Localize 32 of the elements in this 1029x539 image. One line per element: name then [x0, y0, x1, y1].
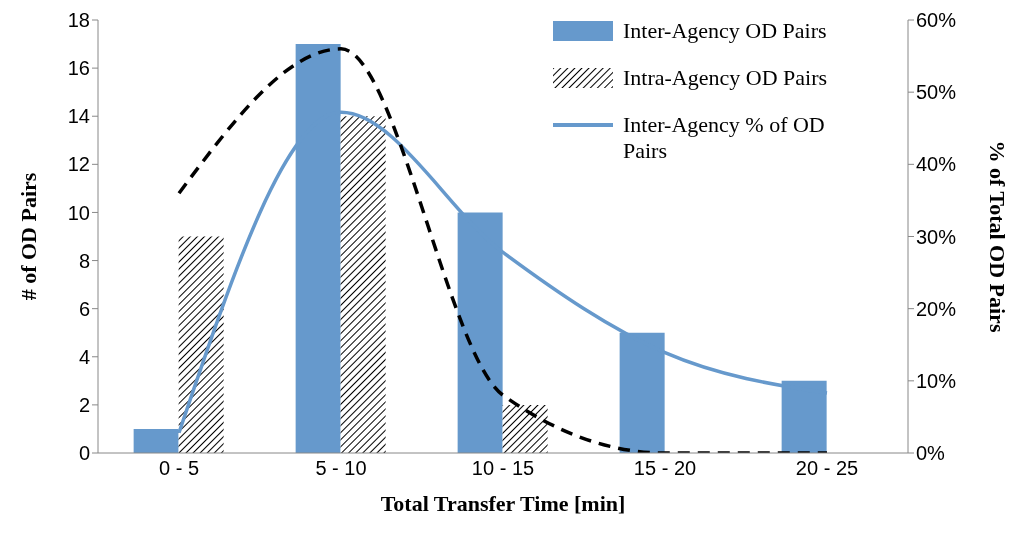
y-tick-label: 10 [67, 201, 90, 224]
y2-tick-label: 10% [916, 369, 957, 392]
bar [340, 116, 386, 453]
legend-label: Inter-Agency OD Pairs [623, 18, 827, 44]
x-tick-label: 5 - 10 [315, 457, 367, 480]
legend-label: Inter-Agency % of OD Pairs [623, 112, 826, 164]
x-tick-label: 15 - 20 [633, 457, 697, 480]
y2-axis-title: % of Total OD Pairs [985, 140, 1011, 333]
y-tick-label: 2 [78, 393, 90, 416]
legend-label: Intra-Agency OD Pairs [623, 65, 828, 91]
y-tick-label: 6 [78, 297, 90, 320]
x-tick-label: 10 - 15 [471, 457, 535, 480]
y-tick-label: 18 [67, 9, 90, 32]
y-axis-title: # of OD Pairs [15, 172, 41, 301]
y-tick-label: 14 [67, 105, 90, 128]
y2-tick-label: 40% [916, 153, 957, 176]
x-tick-label: 0 - 5 [158, 457, 200, 480]
y-tick-label: 16 [67, 57, 90, 80]
line-series [177, 47, 829, 453]
y2-tick-label: 50% [916, 81, 957, 104]
y-tick-label: 4 [78, 345, 90, 368]
y2-tick-label: 60% [916, 9, 957, 32]
x-axis-title: Total Transfer Time [min] [380, 491, 626, 516]
y-tick-label: 12 [67, 153, 90, 176]
y-tick-label: 0 [78, 442, 90, 465]
x-tick-label: 20 - 25 [795, 457, 859, 480]
y2-tick-label: 0% [916, 442, 946, 465]
bar [502, 404, 548, 453]
bar [178, 236, 224, 453]
y2-tick-label: 30% [916, 225, 957, 248]
y2-tick-label: 20% [916, 297, 957, 320]
y-tick-label: 8 [78, 249, 90, 272]
